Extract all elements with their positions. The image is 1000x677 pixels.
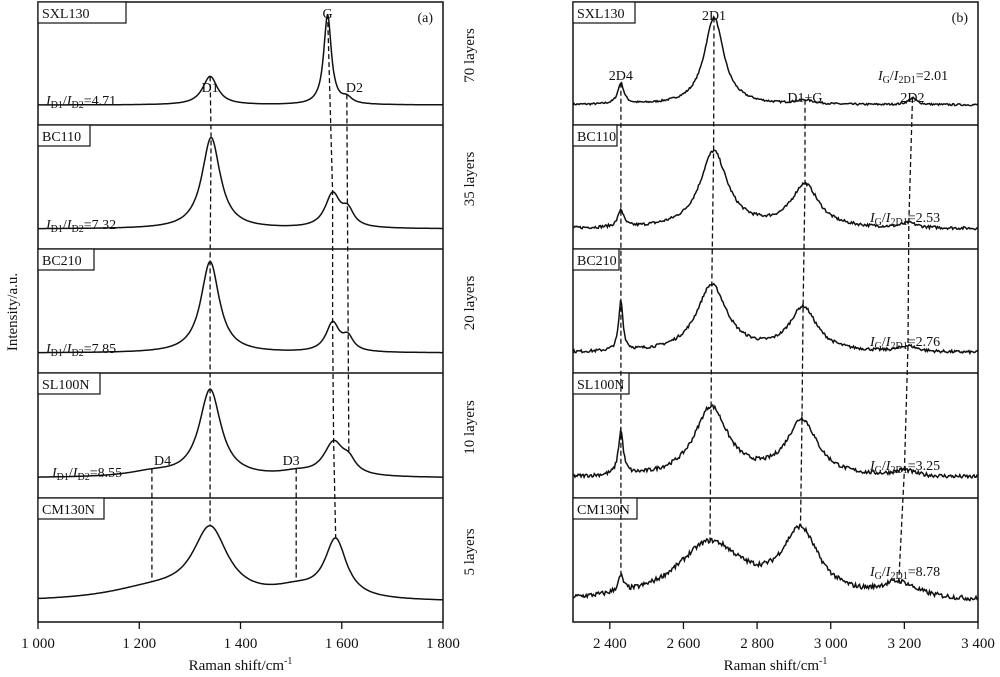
peak-label-2d4: 2D4 xyxy=(609,69,633,84)
layer-count-label: 20 layers xyxy=(462,276,478,331)
chart-b: SXL130 IG/I2D1=2.01 BC110 IG/I2D1=2.53 BC210… xyxy=(572,1,995,674)
x-tick-label: 2 600 xyxy=(667,636,701,652)
peak-label-d4: D4 xyxy=(154,454,171,469)
x-axis-label: Raman shift/cm-1 xyxy=(189,656,293,674)
layer-count-label: 35 layers xyxy=(462,152,478,207)
layer-count-label: 70 layers xyxy=(462,28,478,83)
sample-label: SL100N xyxy=(42,378,89,393)
plot-frame xyxy=(572,1,979,623)
panel-label: (a) xyxy=(417,11,433,26)
peak-guide-d1 xyxy=(209,76,212,526)
sample-label: BC210 xyxy=(42,254,82,269)
x-tick-label: 3 000 xyxy=(814,636,848,652)
spectrum-line-cm130n xyxy=(37,524,444,601)
x-tick-label: 2 400 xyxy=(593,636,627,652)
y-axis-label: Intensity/a.u. xyxy=(5,273,21,351)
sample-label-box xyxy=(37,372,101,395)
sample-label-box xyxy=(572,1,636,24)
layer-count-label: 5 layers xyxy=(462,528,478,575)
spectrum-line-bc110 xyxy=(572,149,979,231)
intensity-ratio-label: ID1/ID2=8.55 xyxy=(51,466,122,483)
peak-label-d3: D3 xyxy=(283,454,300,469)
peak-guide-2d1 xyxy=(709,17,715,541)
peak-guide-2d2 xyxy=(898,97,914,582)
x-tick-label: 1 400 xyxy=(224,636,258,652)
intensity-ratio-label: ID1/ID2=4.71 xyxy=(45,94,116,111)
sample-label-box xyxy=(37,1,127,24)
peak-guide-d1plusg xyxy=(799,99,806,527)
x-tick-label: 1 200 xyxy=(122,636,156,652)
spectrum-line-bc210 xyxy=(38,260,443,354)
peak-guide-d2 xyxy=(346,94,350,453)
spectrum-line-sxl130 xyxy=(572,15,979,107)
sample-label-box xyxy=(37,497,105,520)
sample-label-box xyxy=(37,248,95,271)
x-axis-label: Raman shift/cm-1 xyxy=(724,656,828,674)
peak-label-d1plusg: D1+G xyxy=(787,91,822,106)
sample-label-box xyxy=(572,124,618,147)
sample-label: SXL130 xyxy=(42,7,89,22)
panel-label: (b) xyxy=(952,11,969,26)
intensity-ratio-label: IG/I2D1=8.78 xyxy=(869,565,940,582)
spectrum-line-bc110 xyxy=(38,136,443,230)
x-tick-label: 2 800 xyxy=(740,636,774,652)
peak-label-2d2: 2D2 xyxy=(900,91,924,106)
peak-label-d1: D1 xyxy=(202,81,219,96)
peak-label-2d1: 2D1 xyxy=(702,9,726,24)
spectrum-line-sxl130 xyxy=(38,13,443,106)
spectrum-line-sl100n xyxy=(572,403,979,480)
sample-label-box xyxy=(572,248,620,271)
x-tick-label: 1 600 xyxy=(325,636,359,652)
peak-guide-g xyxy=(326,14,337,538)
x-tick-label: 1 000 xyxy=(21,636,55,652)
sample-label: BC210 xyxy=(577,254,617,269)
intensity-ratio-label: IG/I2D1=3.25 xyxy=(869,459,940,476)
spectrum-line-sl100n xyxy=(38,388,443,478)
layer-count-label: 10 layers xyxy=(462,400,478,455)
peak-label-d2: D2 xyxy=(346,81,363,96)
sample-label: BC110 xyxy=(42,130,81,145)
peak-label-g: G xyxy=(323,7,333,22)
x-tick-label: 3 200 xyxy=(887,636,921,652)
x-tick-label: 3 400 xyxy=(961,636,995,652)
sample-label: SXL130 xyxy=(577,7,624,22)
intensity-ratio-label: ID1/ID2=7.32 xyxy=(45,218,116,235)
intensity-ratio-label: IG/I2D1=2.01 xyxy=(877,69,948,86)
sample-label: CM130N xyxy=(42,503,95,518)
spectrum-line-cm130n xyxy=(572,523,979,602)
sample-label: BC110 xyxy=(577,130,616,145)
sample-label: CM130N xyxy=(577,503,630,518)
intensity-ratio-label: IG/I2D1=2.53 xyxy=(869,211,940,228)
intensity-ratio-label: ID1/ID2=7.85 xyxy=(45,342,116,359)
intensity-ratio-label: IG/I2D1=2.76 xyxy=(869,335,940,352)
sample-label: SL100N xyxy=(577,378,624,393)
spectrum-line-bc210 xyxy=(572,282,979,356)
sample-label-box xyxy=(37,124,91,147)
chart-a: SXL130 ID1/ID2=4.71 BC110 ID1/ID2=7.32 BC210… xyxy=(21,1,460,674)
sample-label-box xyxy=(572,372,630,395)
x-tick-label: 1 800 xyxy=(426,636,460,652)
